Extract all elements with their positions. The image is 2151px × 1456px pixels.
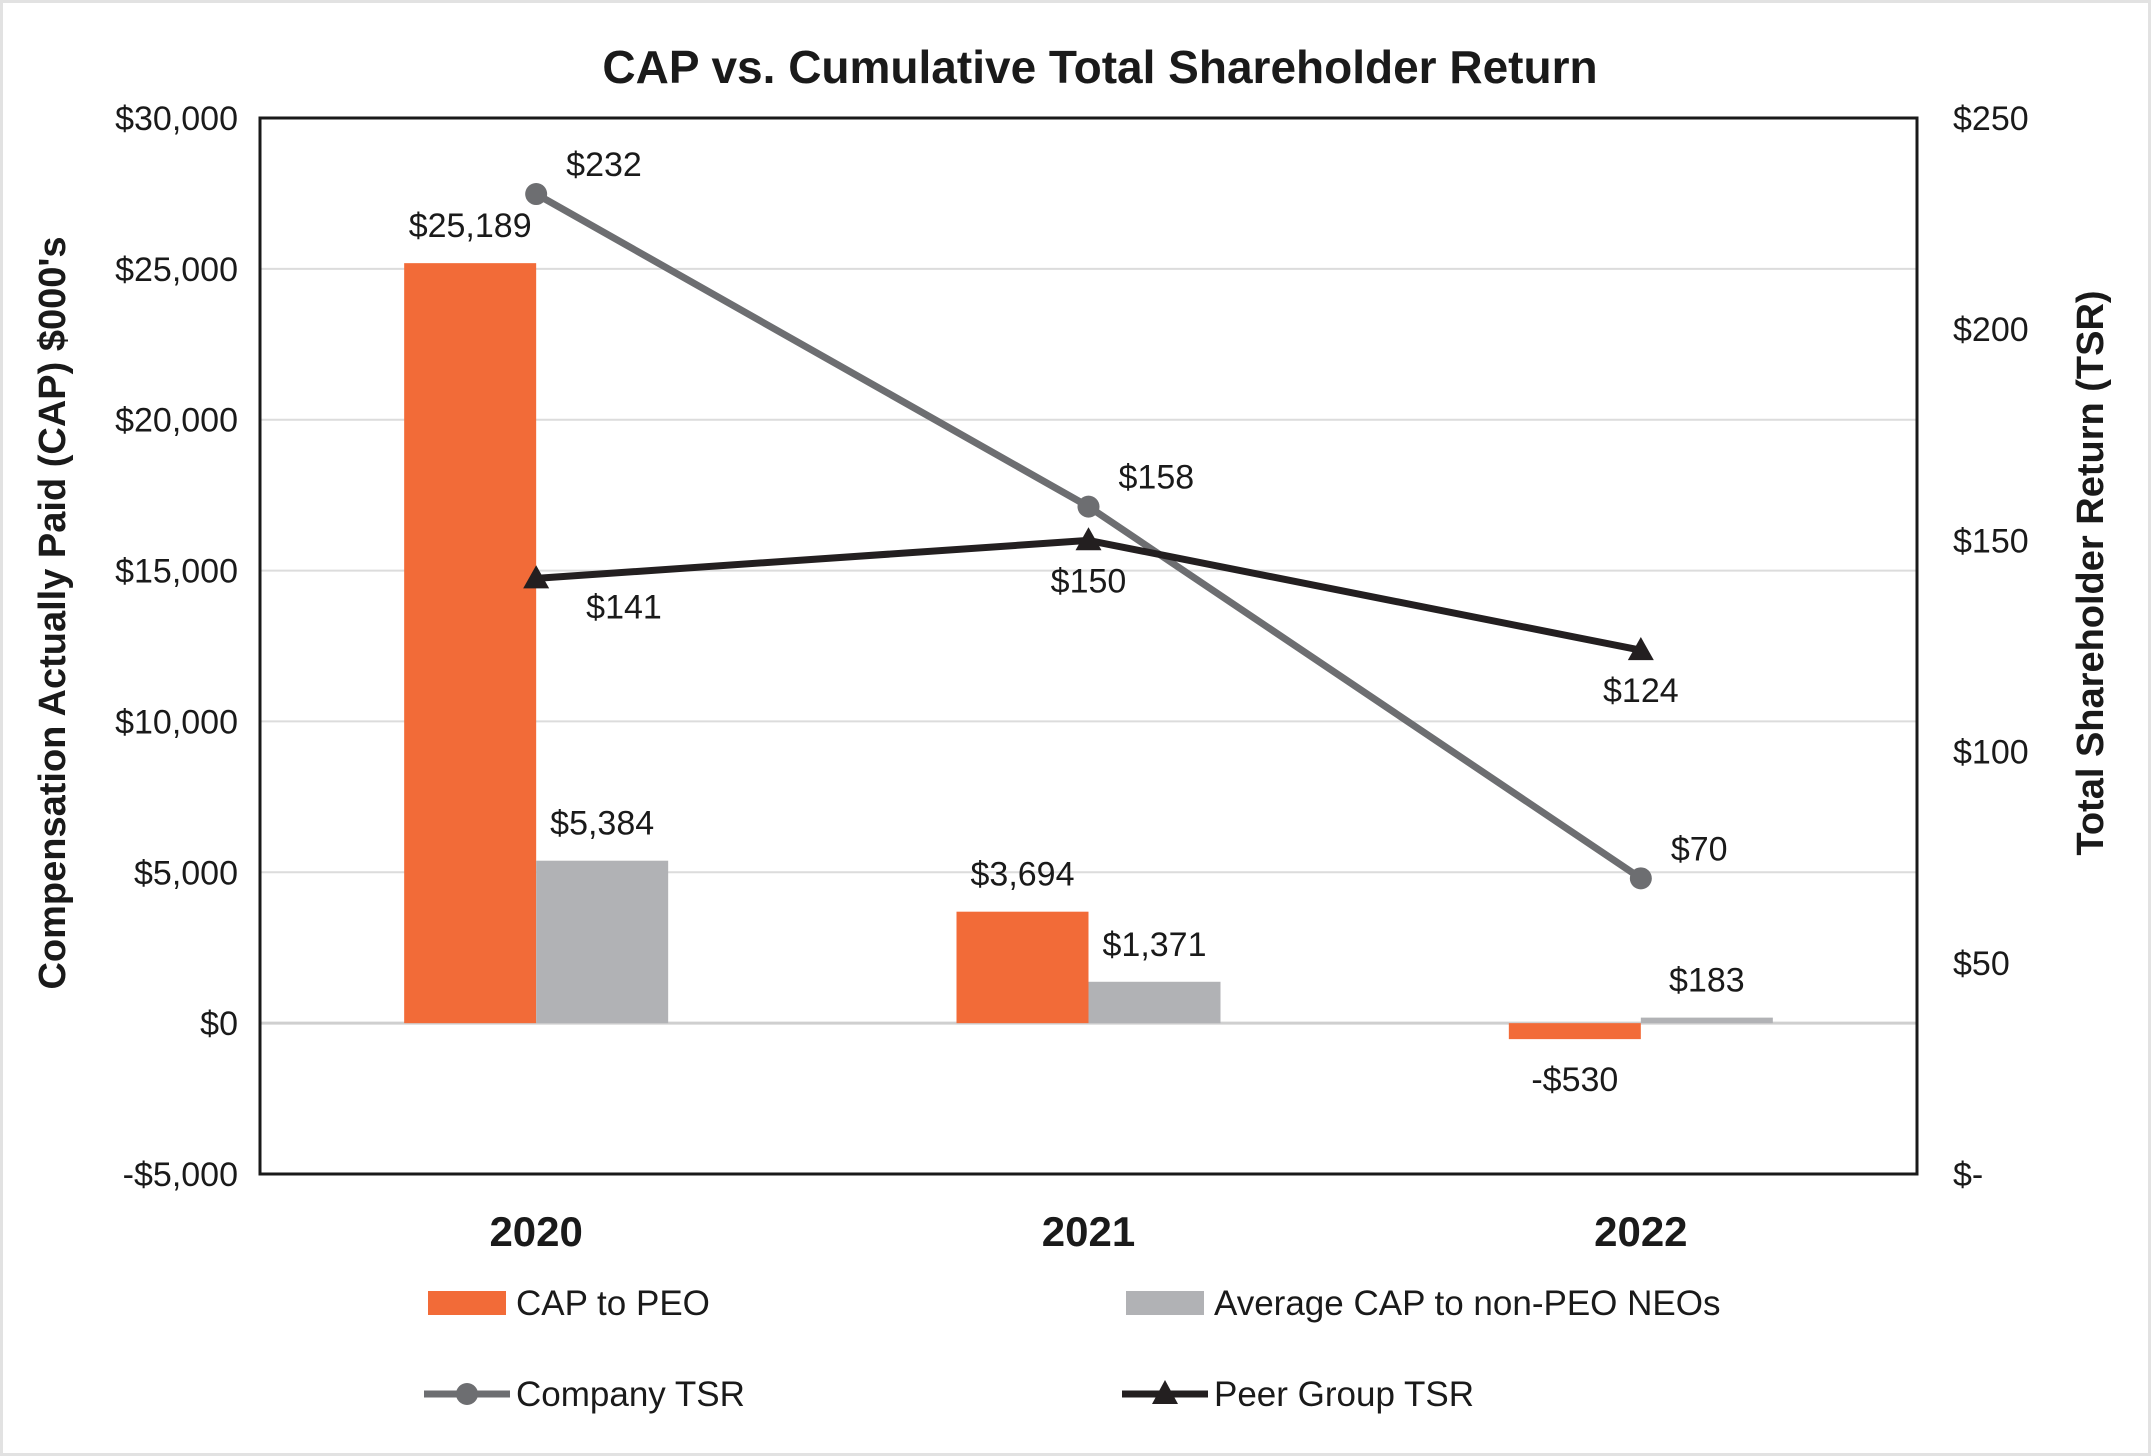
y-tick-label: $30,000 — [115, 100, 238, 138]
y2-axis-title: Total Shareholder Return (TSR) — [2070, 290, 2112, 855]
axes: -$5,000 $0 $5,000 $10,000 $15,000 $20,000 $25,… — [115, 100, 2029, 1255]
tsr-lines — [523, 183, 1654, 890]
y2-tick-label: $250 — [1953, 100, 2029, 138]
legend: CAP to PEO Average CAP to non-PEO NEOs Com… — [424, 1284, 1720, 1414]
y-tick-label: $5,000 — [134, 854, 238, 892]
bar-data-label: $25,189 — [409, 207, 532, 245]
y2-tick-label: $50 — [1953, 945, 2010, 983]
data-labels: $25,189 $3,694 -$530 $5,384 $1,371 $183 $232 $1… — [409, 146, 1745, 1099]
bar-average-cap-to-non-peo-neos-2022 — [1640, 1017, 1773, 1024]
company-tsr-marker-2020 — [525, 183, 548, 206]
bar-cap-to-peo-2021 — [956, 911, 1089, 1024]
chart-title: CAP vs. Cumulative Total Shareholder Ret… — [602, 41, 1597, 93]
legend-swatch-average-cap-to-non-peo-neos — [1126, 1291, 1204, 1315]
peer-tsr-marker-2020 — [523, 565, 550, 589]
y-tick-label: $25,000 — [115, 251, 238, 289]
company-tsr-marker-2021 — [1077, 495, 1100, 518]
x-tick-label-2022: 2022 — [1594, 1208, 1687, 1255]
tsr-data-label: $124 — [1603, 672, 1679, 710]
y2-tick-label: $150 — [1953, 522, 2029, 560]
tsr-data-label: $232 — [566, 146, 642, 184]
peer-tsr-marker-2022 — [1627, 637, 1654, 661]
tsr-data-label: $150 — [1051, 562, 1127, 600]
bar-data-label: $1,371 — [1103, 926, 1207, 964]
x-tick-label-2021: 2021 — [1042, 1208, 1135, 1255]
legend-label-cap-to-peo: CAP to PEO — [516, 1284, 710, 1323]
tsr-data-label: $158 — [1119, 459, 1195, 497]
legend-marker-company-tsr — [456, 1383, 478, 1405]
bars — [404, 263, 1773, 1040]
bar-data-label: $183 — [1669, 962, 1745, 1000]
bar-data-label: -$530 — [1531, 1061, 1618, 1099]
peer-tsr-marker-2021 — [1075, 527, 1102, 551]
company-tsr-marker-2022 — [1629, 867, 1652, 890]
tsr-data-label: $70 — [1671, 830, 1728, 868]
bar-cap-to-peo-2020 — [404, 263, 537, 1024]
legend-marker-peer-group-tsr — [1152, 1380, 1178, 1404]
y2-tick-label: $100 — [1953, 734, 2029, 772]
y-tick-label: $10,000 — [115, 703, 238, 741]
y-tick-label: $20,000 — [115, 402, 238, 440]
bar-data-label: $5,384 — [550, 805, 654, 843]
tsr-data-label: $141 — [586, 588, 662, 626]
bar-average-cap-to-non-peo-neos-2020 — [536, 860, 669, 1024]
legend-label-peer-group-tsr: Peer Group TSR — [1214, 1375, 1474, 1414]
y-tick-label: $15,000 — [115, 553, 238, 591]
bar-cap-to-peo-2022 — [1508, 1023, 1641, 1040]
legend-label-company-tsr: Company TSR — [516, 1375, 745, 1414]
y-tick-label: $0 — [200, 1005, 238, 1043]
legend-label-average-cap-to-non-peo-neos: Average CAP to non-PEO NEOs — [1214, 1284, 1720, 1323]
cap-vs-tsr-chart: CAP vs. Cumulative Total Shareholder Ret… — [32, 41, 2112, 1414]
y2-tick-label: $200 — [1953, 311, 2029, 349]
y-axis-title: Compensation Actually Paid (CAP) $000's — [32, 236, 74, 989]
bar-data-label: $3,694 — [971, 856, 1075, 894]
plot-area-border — [258, 116, 1919, 1176]
bar-average-cap-to-non-peo-neos-2021 — [1088, 981, 1221, 1024]
legend-swatch-cap-to-peo — [428, 1291, 506, 1315]
y-tick-label: -$5,000 — [123, 1156, 238, 1194]
x-tick-label-2020: 2020 — [489, 1208, 582, 1255]
y2-tick-label: $- — [1953, 1156, 1983, 1194]
